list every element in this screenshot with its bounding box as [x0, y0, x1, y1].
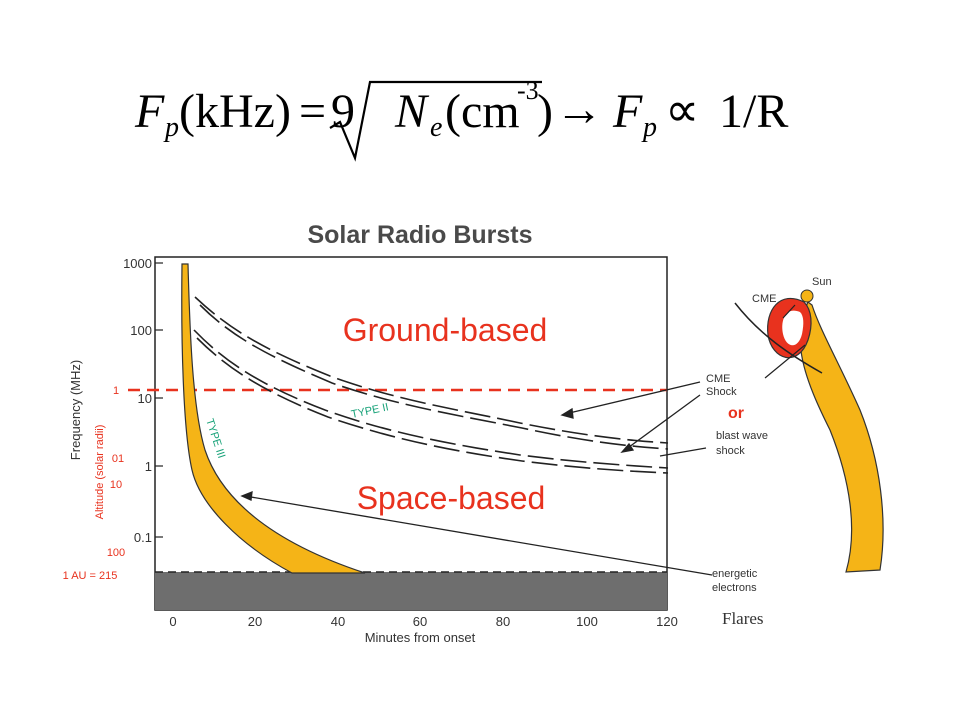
alt-tick-small: 01: [112, 453, 124, 465]
formula-close-paren: ): [537, 85, 553, 138]
or-label: or: [728, 405, 744, 422]
formula-one-over-R: 1/R: [719, 85, 789, 138]
altitude-axis-label: Altitude (solar radii): [94, 425, 106, 520]
x-tick-20: 20: [248, 614, 262, 629]
alt-tick-10: 10: [110, 479, 122, 491]
x-tick-120: 120: [656, 614, 678, 629]
au-label: 1 AU = 215: [63, 570, 118, 582]
ground-band: [155, 572, 667, 610]
cme-label: CME: [752, 293, 776, 305]
type-iii-burst: [181, 263, 366, 574]
formula-arrow: →: [555, 83, 603, 136]
energetic-electrons-label-1: energetic: [712, 568, 758, 580]
y-tick-1000: 1000: [123, 256, 152, 271]
y-axis-label: Frequency (MHz): [68, 360, 83, 460]
flares-label: Flares: [722, 609, 764, 628]
cme-shock-label-2: Shock: [706, 386, 737, 398]
plot-frame: [154, 256, 668, 611]
formula-F: F: [135, 85, 165, 138]
alt-tick-100: 100: [107, 547, 125, 559]
cme-loop-inner: [782, 310, 804, 346]
formula-exponent: -3: [517, 76, 539, 105]
y-tick-10: 10: [138, 391, 152, 406]
sun-label: Sun: [812, 276, 832, 288]
formula-N-subscript: e: [430, 112, 443, 143]
cme-shock-label-1: CME: [706, 373, 730, 385]
blast-wave-label-2: shock: [716, 445, 745, 457]
formula-F-right-subscript: p: [643, 112, 657, 143]
sun-icon: [800, 289, 814, 303]
region-ground-based: Ground-based: [343, 312, 548, 348]
y-tick-100: 100: [130, 323, 152, 338]
y-axis-ticks: [155, 262, 163, 538]
x-tick-0: 0: [169, 614, 176, 629]
alt-tick-1: 1: [113, 385, 119, 397]
formula-unit-khz: (kHz): [179, 85, 291, 138]
region-space-based: Space-based: [357, 480, 546, 516]
cme-shock-front: [734, 302, 823, 374]
formula-equals: =: [299, 85, 327, 138]
x-tick-80: 80: [496, 614, 510, 629]
formula-N: N: [395, 85, 428, 138]
x-tick-100: 100: [576, 614, 598, 629]
x-tick-40: 40: [331, 614, 345, 629]
type-ii-burst: [193, 296, 669, 474]
electron-beam-stream: [799, 301, 884, 573]
formula-F-right: F: [613, 85, 643, 138]
formula-unit-cm: (cm: [445, 85, 520, 138]
y-tick-0.1: 0.1: [134, 530, 152, 545]
x-tick-60: 60: [413, 614, 427, 629]
annotation-arrows: [240, 381, 713, 576]
blast-wave-label-1: blast wave: [716, 430, 768, 442]
x-axis-label: Minutes from onset: [365, 630, 476, 645]
energetic-electrons-label-2: electrons: [712, 582, 757, 594]
formula-proportional: ∝: [665, 84, 700, 137]
y-tick-1: 1: [145, 459, 152, 474]
formula-F-subscript: p: [165, 112, 179, 143]
chart-title: Solar Radio Bursts: [307, 221, 532, 249]
